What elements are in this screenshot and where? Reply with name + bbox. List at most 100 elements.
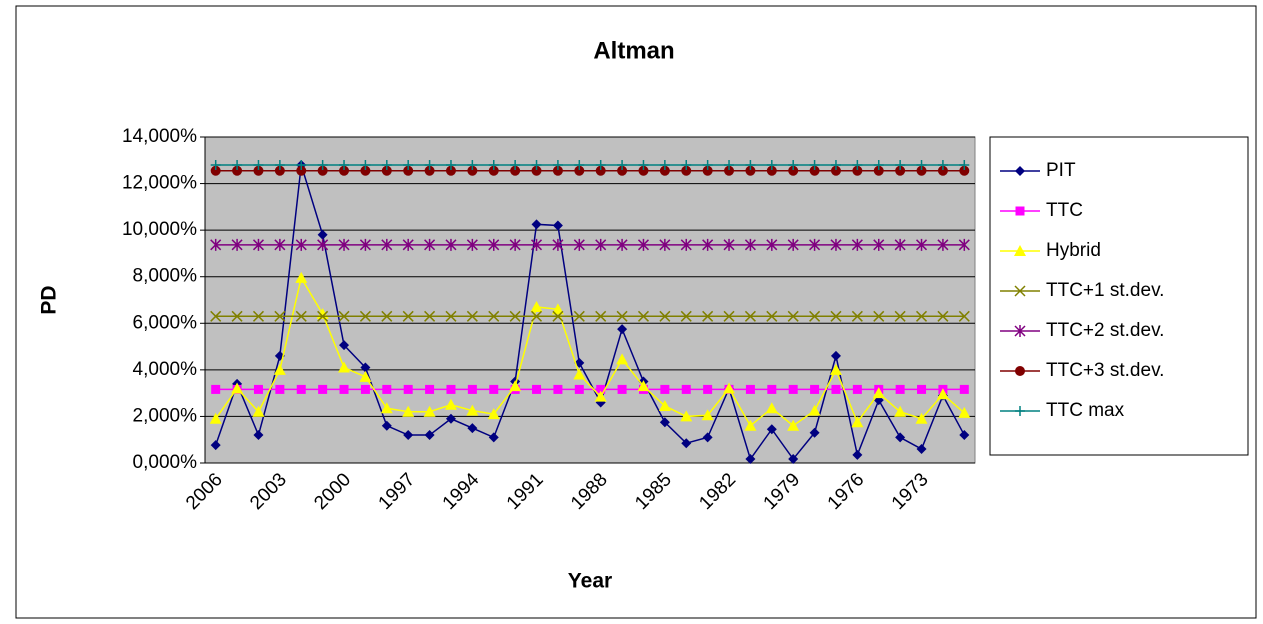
data-point [317,229,328,240]
data-point [681,438,692,449]
data-point [209,412,222,424]
data-point [958,238,970,251]
legend-marker [1015,406,1025,416]
data-point [423,405,436,417]
data-point [637,310,650,322]
data-point [232,165,243,176]
data-point [745,384,755,394]
data-point [295,238,307,251]
data-point [274,238,286,251]
data-point [425,384,435,394]
data-point [959,165,970,176]
data-point [381,420,392,431]
y-tick-label: 2,000% [133,405,198,426]
data-point [232,159,243,170]
data-point [211,384,221,394]
data-point [274,165,285,176]
data-point [252,405,265,417]
data-point [573,310,585,322]
data-point [617,384,627,394]
data-point [595,165,606,176]
data-point [724,165,735,176]
data-point [787,419,800,431]
data-point [296,159,307,170]
data-point [936,388,949,400]
data-point [894,405,907,417]
data-point [851,310,863,322]
data-point [488,238,500,251]
data-point [574,159,585,170]
data-point [488,432,499,443]
data-point [273,363,286,375]
data-point [466,310,478,322]
data-point [831,384,841,394]
data-point [317,238,329,251]
data-point [937,238,949,251]
data-point [509,238,521,251]
data-point [767,384,777,394]
data-point [766,159,777,170]
data-point [466,238,478,251]
legend-label: TTC [1046,200,1083,221]
data-point [702,238,714,251]
data-point [703,384,713,394]
data-point [402,238,414,251]
data-point [253,384,263,394]
y-tick-label: 10,000% [122,219,197,240]
data-point [231,382,244,394]
data-point [745,159,756,170]
data-point [552,310,564,322]
data-point [339,384,349,394]
data-point [445,238,457,251]
legend-marker [1015,206,1025,216]
y-tick-label: 8,000% [133,266,198,287]
data-point [915,238,928,251]
data-point [830,238,842,251]
data-point [338,361,351,373]
data-point [916,159,927,170]
data-point [788,159,799,170]
data-point [616,238,628,251]
data-point [744,310,756,322]
data-point [830,350,841,361]
data-point [616,353,629,365]
data-point [809,310,821,322]
data-point [895,384,905,394]
data-point [894,310,906,322]
x-axis-label: Year [568,570,612,593]
data-point [360,165,371,176]
data-point [231,310,243,322]
data-point [382,384,392,394]
data-point [596,384,606,394]
data-point [574,384,584,394]
data-point [488,159,499,170]
data-point [339,165,350,176]
data-point [766,424,777,435]
data-point [210,440,221,451]
data-point [701,409,714,421]
data-point [467,423,478,434]
data-point [424,430,435,441]
data-point [231,238,243,251]
data-point [959,159,970,170]
data-point [830,310,842,322]
data-point [359,310,371,322]
data-point [702,165,713,176]
data-point [808,404,821,416]
data-point [424,159,435,170]
data-point [660,384,670,394]
data-point [381,165,392,176]
legend-label: TTC max [1046,400,1125,421]
y-tick-label: 6,000% [133,312,198,333]
data-point [745,165,756,176]
legend [989,136,1249,456]
data-point [403,384,413,394]
data-point [275,384,285,394]
data-point [489,384,499,394]
data-point [724,159,735,170]
data-point [574,165,585,176]
legend-marker [1014,245,1026,256]
data-point [488,310,500,322]
data-point [830,165,841,176]
data-point [873,238,885,251]
